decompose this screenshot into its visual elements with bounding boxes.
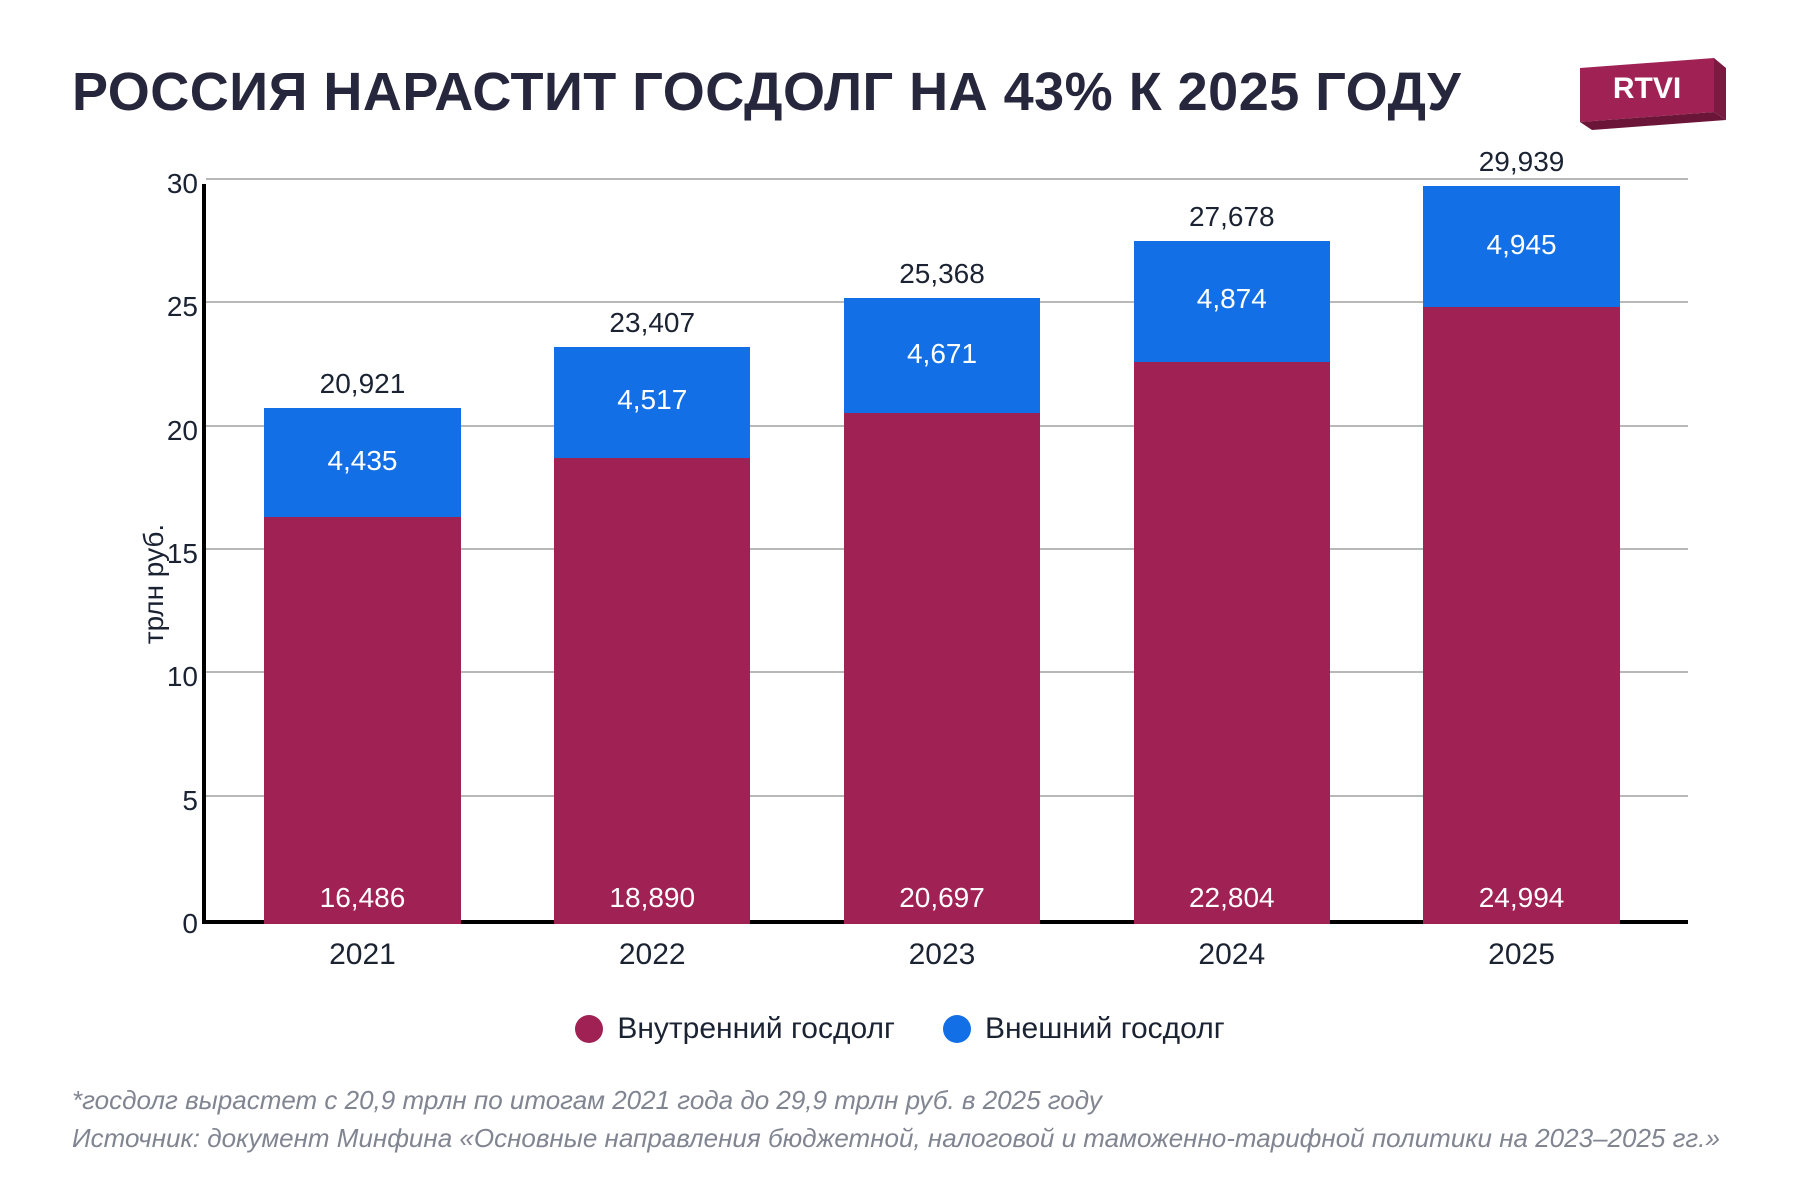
- bar-segment-internal: [554, 458, 750, 924]
- y-tick-label: 25: [152, 291, 198, 323]
- bar-segment-internal: [844, 413, 1040, 924]
- bar-segment-internal: [1134, 362, 1330, 924]
- bar-value-external: 4,945: [1423, 229, 1619, 261]
- y-tick-label: 5: [152, 785, 198, 817]
- bar-value-internal: 22,804: [1134, 882, 1330, 914]
- bar-value-internal: 20,697: [844, 882, 1040, 914]
- bar-value-external: 4,671: [844, 338, 1040, 370]
- legend-swatch-external: [943, 1015, 971, 1043]
- bar-value-total: 23,407: [554, 307, 750, 339]
- bar-2021: 16,486 4,435 20,921: [264, 184, 460, 924]
- bar-2022: 18,890 4,517 23,407: [554, 184, 750, 924]
- bar-value-external: 4,435: [264, 445, 460, 477]
- bar-value-external: 4,874: [1134, 283, 1330, 315]
- bars-layer: 16,486 4,435 20,921 18,890 4,517 23,407 20,697…: [202, 184, 1688, 924]
- y-tick-label: 0: [152, 908, 198, 940]
- gridline: [206, 178, 1688, 180]
- bar-value-external: 4,517: [554, 384, 750, 416]
- bar-segment-internal: [1423, 307, 1619, 924]
- legend: Внутренний госдолг Внешний госдолг: [72, 1012, 1728, 1046]
- bar-2024: 22,804 4,874 27,678: [1134, 184, 1330, 924]
- x-tick-label: 2023: [844, 938, 1040, 972]
- bar-value-total: 29,939: [1423, 146, 1619, 178]
- y-tick-label: 20: [152, 415, 198, 447]
- rtvi-logo: RTVI: [1568, 48, 1728, 138]
- legend-swatch-internal: [575, 1015, 603, 1043]
- page: РОССИЯ НАРАСТИТ ГОСДОЛГ НА 43% К 2025 ГО…: [0, 0, 1800, 1200]
- chart: трлн руб. 051015202530 16,4864,43520,921…: [112, 174, 1728, 994]
- legend-item-external: Внешний госдолг: [943, 1012, 1225, 1046]
- bar-segment-internal: [264, 517, 460, 924]
- x-tick-label: 2025: [1423, 938, 1619, 972]
- legend-label-internal: Внутренний госдолг: [617, 1012, 895, 1046]
- footnote-source: Источник: документ Минфина «Основные нап…: [72, 1120, 1728, 1158]
- footnote-growth: *госдолг вырастет с 20,9 трлн по итогам …: [72, 1082, 1728, 1120]
- legend-label-external: Внешний госдолг: [985, 1012, 1225, 1046]
- bar-value-total: 20,921: [264, 368, 460, 400]
- bar-value-internal: 18,890: [554, 882, 750, 914]
- x-tick-label: 2021: [264, 938, 460, 972]
- bar-2025: 24,9944,94529,939: [1423, 184, 1619, 924]
- bar-value-internal: 24,994: [1423, 882, 1619, 914]
- legend-item-internal: Внутренний госдолг: [575, 1012, 895, 1046]
- bar-value-total: 27,678: [1134, 201, 1330, 233]
- footnotes: *госдолг вырастет с 20,9 трлн по итогам …: [72, 1082, 1728, 1157]
- header: РОССИЯ НАРАСТИТ ГОСДОЛГ НА 43% К 2025 ГО…: [72, 48, 1728, 138]
- y-tick-label: 15: [152, 538, 198, 570]
- y-tick-label: 10: [152, 661, 198, 693]
- page-title: РОССИЯ НАРАСТИТ ГОСДОЛГ НА 43% К 2025 ГО…: [72, 63, 1461, 122]
- bar-value-total: 25,368: [844, 258, 1040, 290]
- bar-value-internal: 16,486: [264, 882, 460, 914]
- rtvi-logo-text: RTVI: [1613, 72, 1681, 105]
- y-tick-label: 30: [152, 168, 198, 200]
- x-tick-label: 2024: [1134, 938, 1330, 972]
- x-tick-label: 2022: [554, 938, 750, 972]
- bar-2023: 20,697 4,671 25,368: [844, 184, 1040, 924]
